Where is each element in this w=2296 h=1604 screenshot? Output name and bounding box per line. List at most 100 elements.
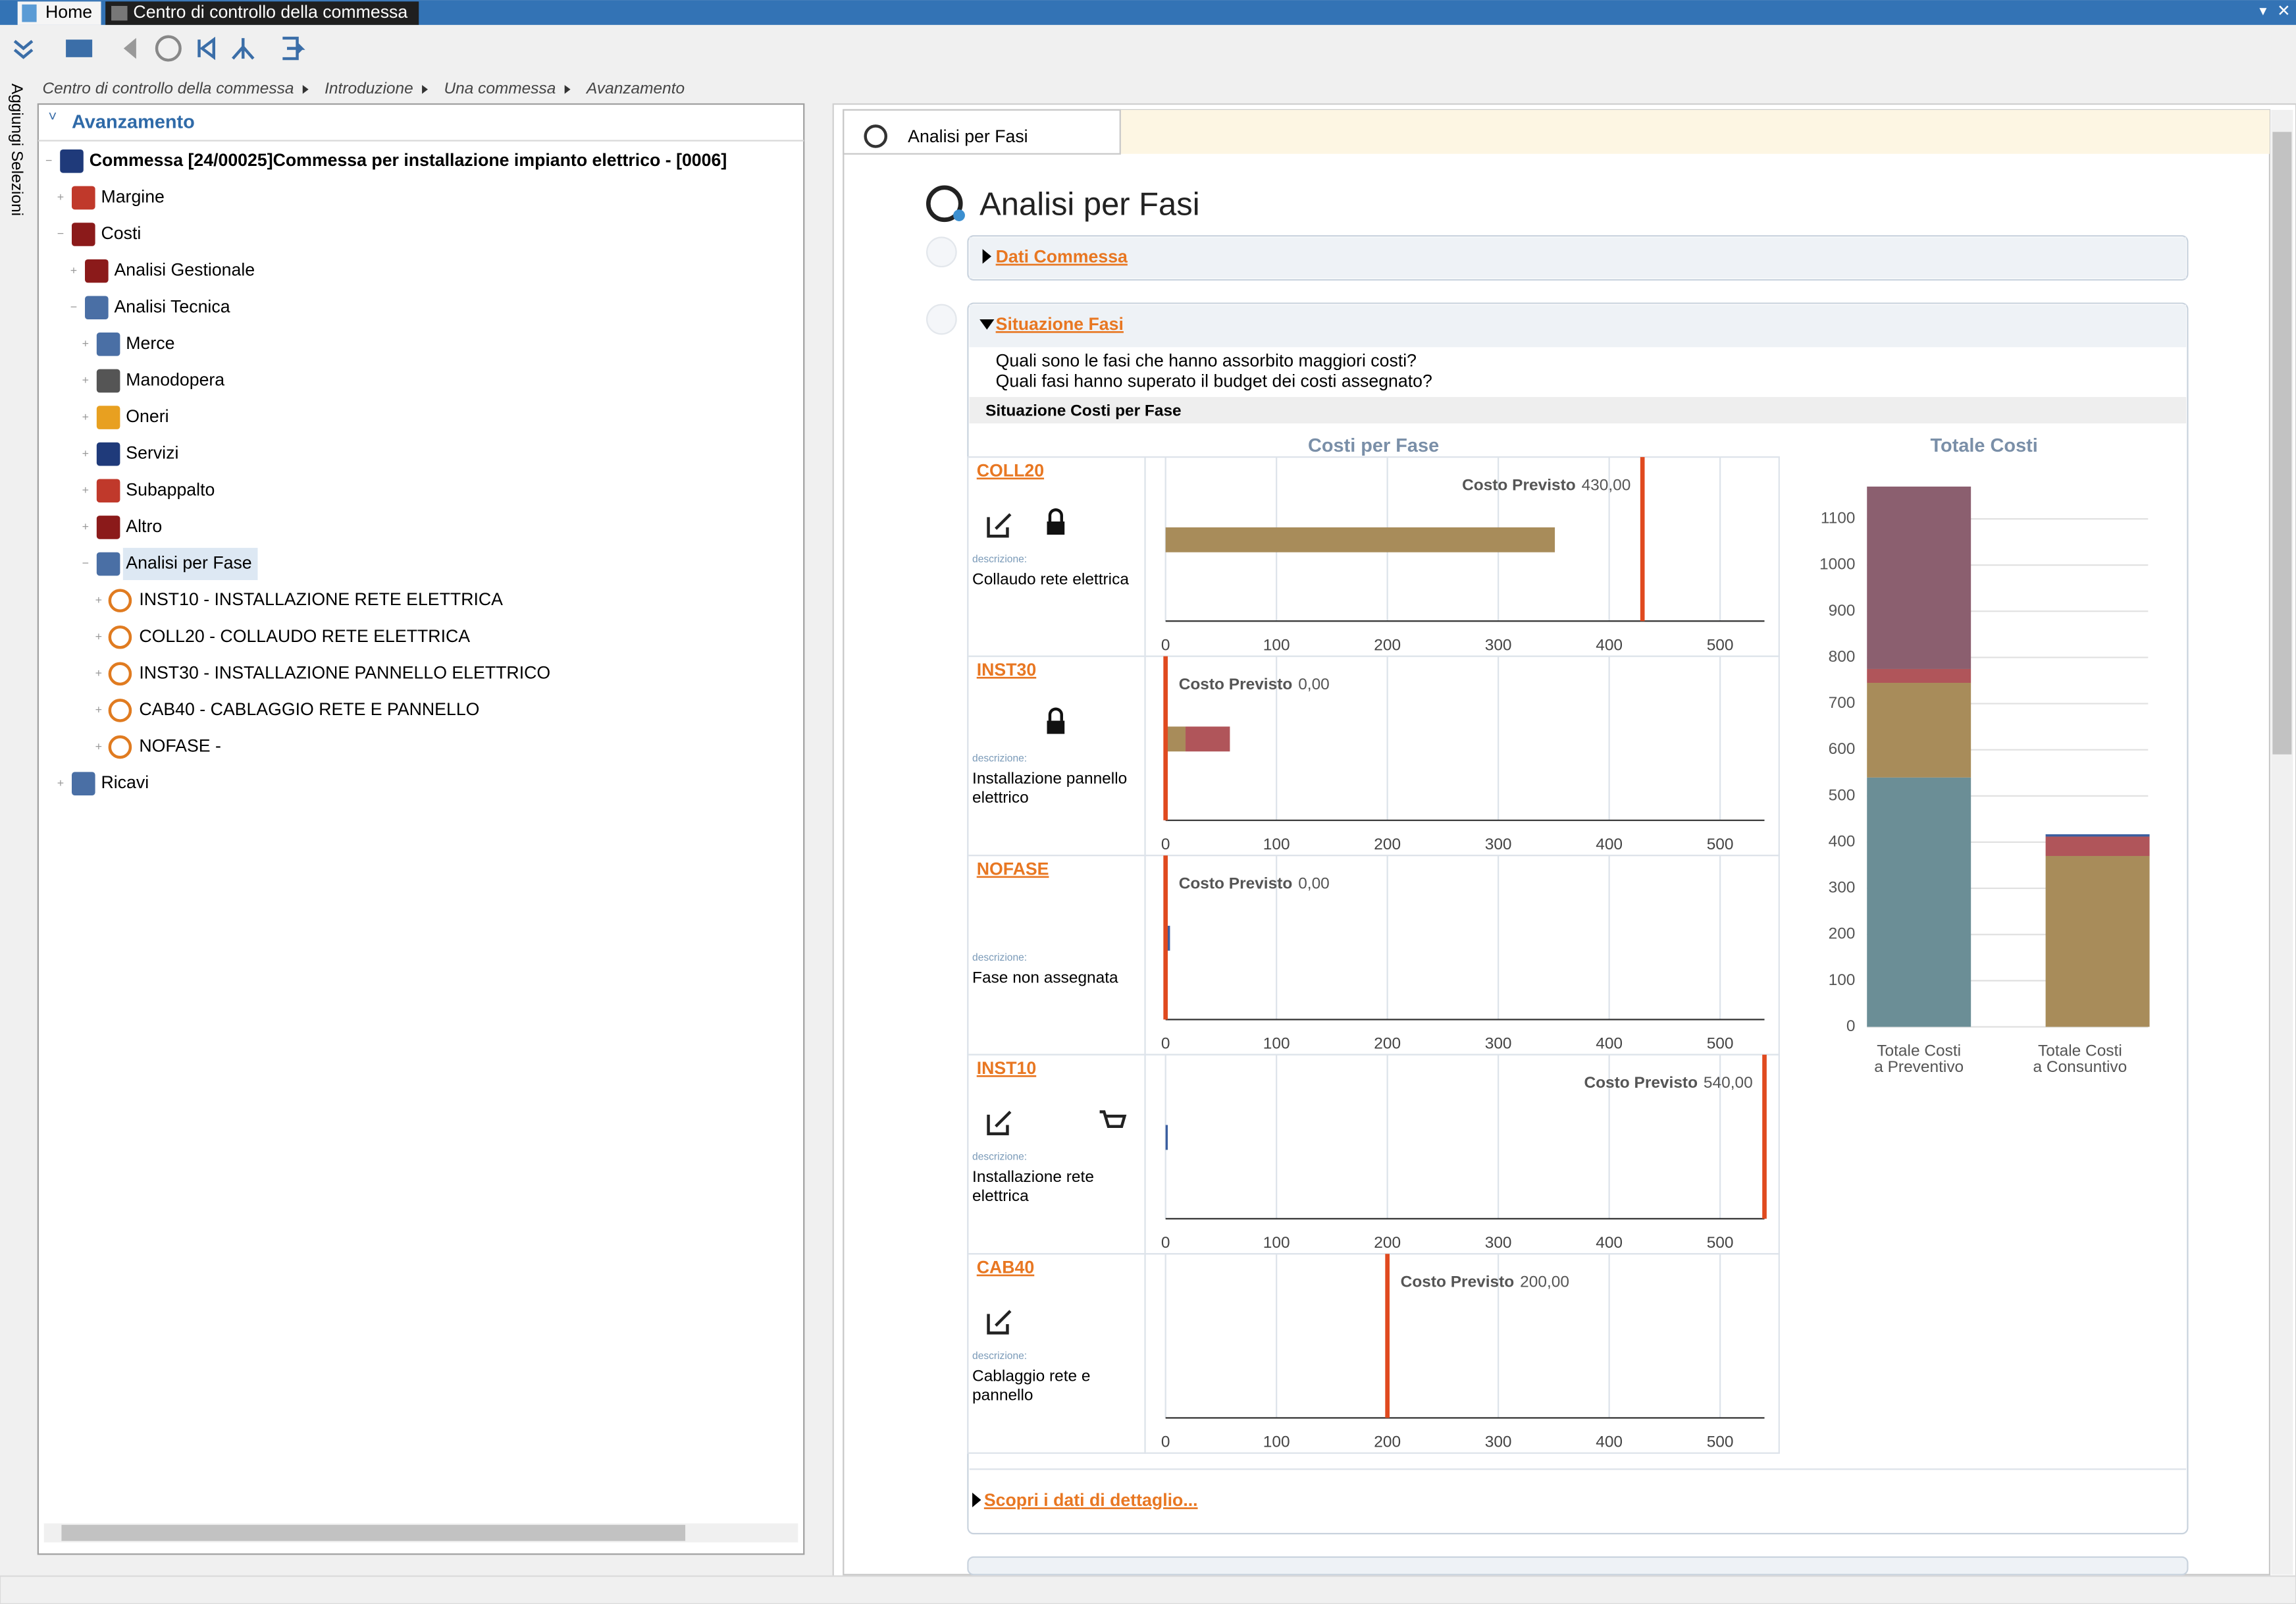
expander[interactable]: + <box>70 263 77 277</box>
v-scroll-thumb[interactable] <box>2272 132 2292 755</box>
expander[interactable]: + <box>95 703 102 716</box>
target-name: Costo Previsto <box>1179 875 1293 893</box>
tree-node[interactable]: Analisi per Fase <box>126 553 251 573</box>
description: elettrico <box>972 789 1029 807</box>
expander[interactable]: + <box>82 337 89 350</box>
tree-node[interactable]: COLL20 - COLLAUDO RETE ELETTRICA <box>139 626 470 646</box>
expander[interactable]: + <box>82 520 89 533</box>
tree-node[interactable]: Ricavi <box>101 772 149 792</box>
node-icon <box>72 186 95 210</box>
tree-node[interactable]: INST10 - INSTALLAZIONE RETE ELETTRICA <box>139 589 503 609</box>
plot-cell <box>1144 855 1780 1056</box>
description: Installazione pannello <box>972 770 1127 788</box>
expander[interactable]: + <box>82 483 89 496</box>
target-label: Costo Previsto 0,00 <box>1179 676 1330 694</box>
expander[interactable]: + <box>95 629 102 643</box>
y-tick-label: 1000 <box>1819 556 1855 574</box>
panel-tab-label[interactable]: Analisi per Fasi <box>908 126 1028 146</box>
tab-label[interactable]: Centro di controllo della commessa <box>133 2 407 22</box>
description-label: descrizione: <box>972 1152 1027 1163</box>
section-bullet <box>926 304 957 335</box>
tree-node[interactable]: NOFASE - <box>139 736 221 756</box>
target-label: Costo Previsto 430,00 <box>1462 477 1631 495</box>
y-tick-label: 0 <box>1846 1017 1856 1035</box>
collapse-glyph[interactable]: ˅ <box>48 108 57 124</box>
y-tick-label: 600 <box>1829 740 1856 758</box>
phase-code[interactable]: INST30 <box>977 660 1036 680</box>
expander[interactable]: − <box>82 556 89 570</box>
breadcrumb-item[interactable]: Avanzamento <box>585 80 685 97</box>
tree-icon[interactable] <box>232 38 255 60</box>
print-icon[interactable] <box>66 40 93 57</box>
phase-code[interactable]: INST10 <box>977 1058 1036 1078</box>
x-tick-label: 300 <box>1485 836 1512 853</box>
phase-code[interactable]: CAB40 <box>977 1258 1035 1277</box>
section-link[interactable]: Situazione Fasi <box>996 314 1124 334</box>
collapse-arrow[interactable] <box>979 319 995 330</box>
lock-icon[interactable] <box>1047 720 1065 734</box>
side-tab[interactable]: Aggiungi Selezioni <box>8 84 26 216</box>
breadcrumb-item[interactable]: Centro di controllo della commessa <box>43 80 294 97</box>
panel-tab[interactable] <box>843 109 1121 155</box>
x-tick-label: 500 <box>1707 1234 1734 1252</box>
expander[interactable]: + <box>82 446 89 460</box>
tree-node[interactable]: Merce <box>126 333 174 353</box>
tab-strip <box>1120 109 2270 154</box>
expander[interactable]: − <box>70 300 77 313</box>
expander[interactable]: − <box>57 227 64 240</box>
cart-icon[interactable] <box>1099 1110 1127 1128</box>
phase-code[interactable]: NOFASE <box>977 859 1049 878</box>
expand-icon[interactable] <box>13 40 34 59</box>
back-icon[interactable] <box>123 38 136 59</box>
expander[interactable]: + <box>95 666 102 680</box>
tree-node[interactable]: Subappalto <box>126 479 215 499</box>
edit-icon[interactable] <box>987 513 1012 538</box>
description: Installazione rete <box>972 1168 1094 1186</box>
tree-node[interactable]: CAB40 - CABLAGGIO RETE E PANNELLO <box>139 699 479 719</box>
h-scroll-thumb[interactable] <box>61 1524 686 1541</box>
tree-node[interactable]: Altro <box>126 516 162 536</box>
phase-code[interactable]: COLL20 <box>977 460 1044 480</box>
tree-node[interactable]: Analisi Tecnica <box>115 296 230 316</box>
tab-label[interactable]: Home <box>45 2 92 22</box>
expander[interactable]: + <box>82 410 89 423</box>
tree-node[interactable]: Commessa [24/00025]Commessa per installa… <box>90 150 727 170</box>
tree-node[interactable]: Servizi <box>126 443 178 463</box>
tree-node[interactable]: Manodopera <box>126 370 224 390</box>
commessa-tab[interactable] <box>105 1 419 25</box>
subtitle: Situazione Costi per Fase <box>985 402 1182 420</box>
x-tick-label: 500 <box>1707 1035 1734 1053</box>
question: Quali sono le fasi che hanno assorbito m… <box>996 351 1417 371</box>
node-icon <box>96 442 120 466</box>
expand-arrow[interactable] <box>972 1492 981 1508</box>
edit-icon[interactable] <box>987 1110 1012 1136</box>
window-close[interactable]: ✕ <box>2277 2 2291 20</box>
expander[interactable]: + <box>57 190 64 203</box>
section-link[interactable]: Dati Commessa <box>996 247 1128 267</box>
target-label: Costo Previsto 200,00 <box>1401 1273 1569 1291</box>
x-tick-label: 300 <box>1485 1035 1512 1053</box>
tree-node[interactable]: INST30 - INSTALLAZIONE PANNELLO ELETTRIC… <box>139 662 550 682</box>
x-tick-label: 300 <box>1485 1433 1512 1451</box>
breadcrumb-item[interactable]: Introduzione <box>325 80 413 97</box>
expander[interactable]: + <box>82 373 89 387</box>
exit-icon[interactable] <box>282 36 305 61</box>
first-icon[interactable] <box>197 36 215 61</box>
x-tick-label: 0 <box>1161 637 1170 655</box>
breadcrumb-item[interactable]: Una commessa <box>444 80 556 97</box>
breadcrumb-separator <box>422 85 428 94</box>
window-dropdown[interactable]: ▾ <box>2259 3 2266 19</box>
expander[interactable]: + <box>95 739 102 753</box>
lock-icon[interactable] <box>1047 521 1065 535</box>
expander[interactable]: − <box>45 153 52 167</box>
detail-link[interactable]: Scopri i dati di dettaglio... <box>984 1490 1198 1510</box>
edit-icon[interactable] <box>987 1310 1012 1335</box>
tree-node[interactable]: Margine <box>101 186 164 206</box>
tree-node[interactable]: Costi <box>101 223 141 243</box>
tree-node[interactable]: Oneri <box>126 406 169 426</box>
tree-node[interactable]: Analisi Gestionale <box>115 260 255 280</box>
play-icon[interactable] <box>155 35 182 62</box>
expander[interactable]: + <box>95 593 102 606</box>
expander[interactable]: + <box>57 776 64 789</box>
expand-arrow[interactable] <box>982 249 991 264</box>
